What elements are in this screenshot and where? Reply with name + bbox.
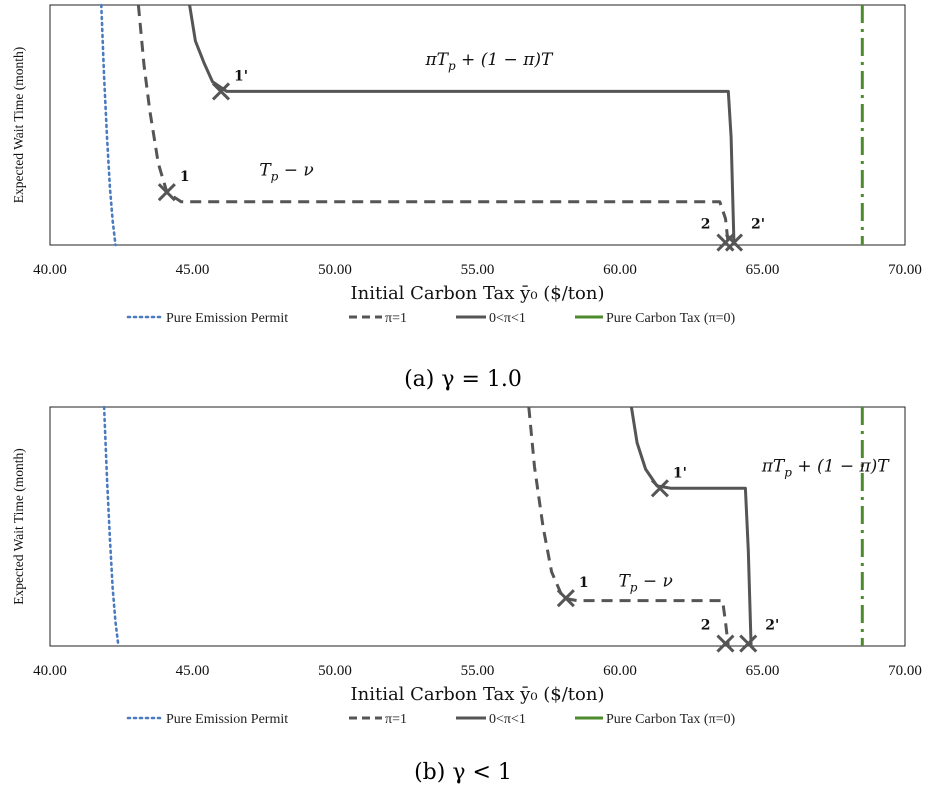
x-marker-stroke <box>556 589 575 608</box>
curve-annotation-subscript: p <box>630 580 638 594</box>
x-tick-label: 50.00 <box>318 663 352 679</box>
x-tick-label: 45.00 <box>176 262 210 278</box>
curve-annotation-span: − ν <box>278 160 313 180</box>
x-marker <box>716 233 735 252</box>
marker-label: 1' <box>673 465 687 481</box>
x-tick-label: 40.00 <box>33 663 67 679</box>
curve-annotation: πTp​ + (1 − π)T <box>761 457 891 480</box>
x-marker <box>211 82 231 101</box>
marker-label: 2' <box>765 618 779 634</box>
x-marker <box>716 634 735 653</box>
chart-panel-a: 40.00 45.00 50.00 55.00 60.00 65.00 70.00 Initi… <box>11 3 922 392</box>
curve-annotation-span: T <box>259 160 272 180</box>
x-marker-stroke <box>650 479 669 498</box>
marker-label: 1' <box>234 68 248 84</box>
legend-label: 0<π<1 <box>489 311 526 326</box>
curve-annotation-span: πT <box>424 50 449 70</box>
series-line-permit <box>100 3 117 247</box>
x-tick-label: 70.00 <box>888 663 922 679</box>
legend-label: Pure Carbon Tax (π=0) <box>606 712 736 727</box>
x-marker-stroke <box>157 183 176 202</box>
legend-label: Pure Emission Permit <box>166 311 288 326</box>
x-tick-label: 45.00 <box>176 663 210 679</box>
curve-annotation: πTp​ + (1 − π)T <box>424 50 554 73</box>
x-tick-label: 65.00 <box>746 663 780 679</box>
curve-annotation-span: − ν <box>637 571 672 591</box>
curve-annotation: Tp​ − ν <box>259 160 313 183</box>
legend-label: π=1 <box>385 712 407 727</box>
curve-annotation-span: + (1 − π)T <box>456 50 554 70</box>
x-marker <box>724 233 744 252</box>
legend-label: Pure Carbon Tax (π=0) <box>606 311 736 326</box>
plot-frame <box>49 4 906 246</box>
series-line-permit <box>102 405 120 648</box>
x-tick-label: 40.00 <box>33 262 67 278</box>
series-line-pi-one <box>527 406 730 647</box>
x-marker-stroke <box>211 82 231 101</box>
series-line-pi-between <box>188 4 736 246</box>
series-line-pi-one <box>136 4 730 246</box>
series-line-pi-between <box>629 406 753 647</box>
y-axis-label: Expected Wait Time (month) <box>11 448 26 605</box>
marker-label: 1 <box>180 169 190 185</box>
x-marker <box>739 634 758 653</box>
x-marker-stroke <box>724 233 744 252</box>
curve-annotation-span: πT <box>761 457 786 477</box>
curve-annotation-subscript: p <box>271 169 279 183</box>
x-tick-label: 70.00 <box>888 262 922 278</box>
marker-label: 2 <box>701 618 711 634</box>
x-tick-label: 55.00 <box>461 262 495 278</box>
marker-label: 2' <box>751 217 765 233</box>
plot-frame <box>49 406 906 647</box>
x-marker <box>556 589 575 608</box>
legend-label: Pure Emission Permit <box>166 712 288 727</box>
panel-caption: (a) γ = 1.0 <box>404 367 522 392</box>
marker-label: 1 <box>579 575 589 591</box>
curve-annotation-span: + (1 − π)T <box>792 457 890 477</box>
legend-label: 0<π<1 <box>489 712 526 727</box>
curve-annotation: Tp​ − ν <box>618 571 672 594</box>
x-marker <box>650 479 669 498</box>
curve-annotation-span: T <box>618 571 631 591</box>
y-axis-label: Expected Wait Time (month) <box>11 47 26 204</box>
curve-annotation-subscript: p <box>448 59 456 73</box>
x-marker-stroke <box>739 634 758 653</box>
panel-caption: (b) γ < 1 <box>414 760 512 785</box>
x-tick-label: 60.00 <box>603 663 637 679</box>
legend-label: π=1 <box>385 311 407 326</box>
x-tick-label: 65.00 <box>746 262 780 278</box>
curve-annotation-subscript: p <box>784 466 792 480</box>
x-marker-stroke <box>716 634 735 653</box>
x-tick-label: 50.00 <box>318 262 352 278</box>
x-tick-label: 55.00 <box>461 663 495 679</box>
marker-label: 2 <box>701 217 711 233</box>
x-tick-label: 60.00 <box>603 262 637 278</box>
x-marker <box>157 183 176 202</box>
x-axis-label: Initial Carbon Tax ȳ₀ ($/ton) <box>351 684 605 705</box>
chart-panel-b: 40.00 45.00 50.00 55.00 60.00 65.00 70.00 Initi… <box>11 405 922 785</box>
x-axis-label: Initial Carbon Tax ȳ₀ ($/ton) <box>351 283 605 304</box>
